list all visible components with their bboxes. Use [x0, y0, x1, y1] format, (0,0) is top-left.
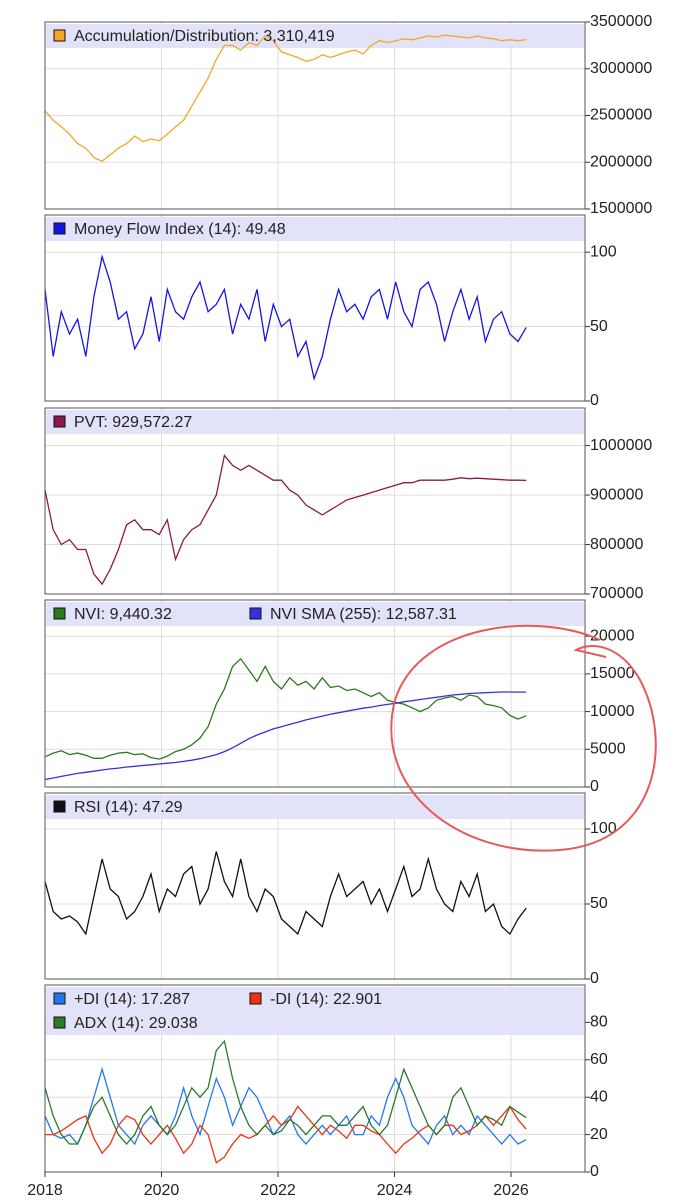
y-tick-label: 700000 [590, 585, 643, 602]
x-tick-label: 2024 [377, 1182, 413, 1199]
series-line [44, 454, 527, 586]
y-tick-label: 80 [590, 1014, 608, 1031]
series-line [44, 657, 527, 760]
legend-swatch [53, 800, 66, 813]
y-tick-label: 2000000 [590, 153, 652, 170]
legend-band [46, 987, 584, 1035]
panel-frame [45, 600, 585, 787]
y-tick-label: 20 [590, 1126, 608, 1143]
x-tick-label: 2026 [493, 1182, 529, 1199]
legend-swatch [53, 607, 66, 620]
panel-border [44, 792, 586, 980]
y-tick-label: 60 [590, 1051, 608, 1068]
legend-label: RSI (14): 47.29 [74, 799, 183, 816]
x-tick-label: 2020 [144, 1182, 180, 1199]
y-tick-label: 100 [590, 243, 617, 260]
y-tick-label: 15000 [590, 665, 635, 682]
panel-border [44, 214, 586, 402]
legend-swatch [249, 607, 262, 620]
legend-band [46, 795, 584, 819]
y-tick-label: 5000 [590, 741, 626, 758]
legend-band [46, 602, 584, 626]
legend-label: PVT: 929,572.27 [74, 414, 192, 431]
y-tick-label: 20000 [590, 627, 635, 644]
legend-swatch [53, 1016, 66, 1029]
y-tick-label: 40 [590, 1088, 608, 1105]
y-tick-label: 1500000 [590, 200, 652, 217]
y-tick-label: 0 [590, 392, 599, 409]
y-tick-label: 1000000 [590, 437, 652, 454]
y-tick-label: 100 [590, 820, 617, 837]
legend-label: +DI (14): 17.287 [74, 991, 190, 1008]
legend-band [46, 410, 584, 434]
series-line [45, 1105, 527, 1164]
series-line [44, 1039, 527, 1145]
legend-label: NVI: 9,440.32 [74, 606, 172, 623]
y-tick-label: 10000 [590, 703, 635, 720]
y-tick-label: 50 [590, 318, 608, 335]
y-tick-label: 800000 [590, 536, 643, 553]
series-line [44, 254, 527, 382]
legend-label: NVI SMA (255): 12,587.31 [270, 606, 457, 623]
panel-border [44, 21, 586, 210]
panel-frame [45, 215, 585, 401]
legend-swatch [249, 992, 262, 1005]
y-tick-label: 0 [590, 1163, 599, 1180]
legend-swatch [53, 222, 66, 235]
panel-border [44, 407, 586, 595]
y-tick-label: 50 [590, 895, 608, 912]
y-tick-label: 3000000 [590, 60, 652, 77]
panel-border [44, 599, 586, 788]
legend-label: Money Flow Index (14): 49.48 [74, 221, 286, 238]
legend-label: ADX (14): 29.038 [74, 1015, 198, 1032]
y-tick-label: 2500000 [590, 107, 652, 124]
legend-swatch [53, 415, 66, 428]
legend-label: -DI (14): 22.901 [270, 991, 382, 1008]
x-tick-label: 2018 [27, 1182, 63, 1199]
legend-band [46, 24, 584, 48]
y-tick-label: 3500000 [590, 13, 652, 30]
y-tick-label: 900000 [590, 486, 643, 503]
panel-frame [45, 408, 585, 594]
annotation-circle [390, 624, 657, 852]
series-line [44, 691, 527, 781]
series-line [44, 851, 527, 936]
legend-swatch [53, 29, 66, 42]
panel-frame [45, 793, 585, 979]
panel-border [44, 984, 586, 1173]
legend-swatch [53, 992, 66, 1005]
y-tick-label: 0 [590, 970, 599, 987]
legend-label: Accumulation/Distribution: 3,310,419 [74, 28, 335, 45]
y-tick-label: 0 [590, 778, 599, 795]
x-tick-label: 2022 [260, 1182, 296, 1199]
series-line [44, 34, 527, 163]
legend-band [46, 217, 584, 241]
